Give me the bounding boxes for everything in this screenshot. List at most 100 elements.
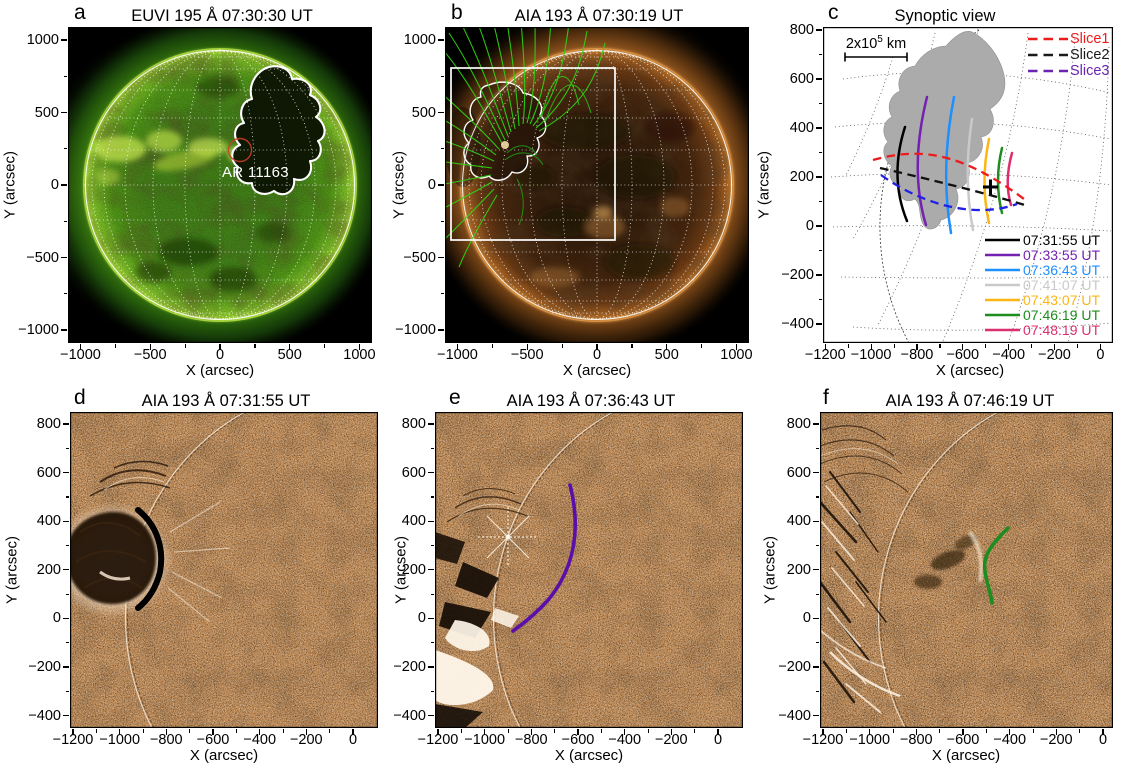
tick-label: −200	[1039, 732, 1073, 748]
minor-tick-mark	[939, 344, 941, 348]
tick-label: 600	[36, 464, 61, 481]
tick-mark	[259, 729, 261, 735]
minor-tick-mark	[491, 344, 494, 348]
minor-tick-mark	[63, 148, 67, 150]
minor-tick-mark	[554, 729, 556, 733]
tick-mark	[915, 729, 917, 735]
tick-label: 1000	[403, 32, 436, 48]
tick-label: −1000	[99, 732, 141, 748]
tick-mark	[962, 344, 964, 350]
tick-mark	[526, 344, 528, 350]
tick-mark	[816, 323, 822, 325]
minor-tick-mark	[440, 148, 444, 150]
tick-label: 0	[713, 732, 723, 748]
minor-tick-mark	[329, 729, 331, 733]
tick-label: −1200	[52, 732, 94, 748]
minor-tick-mark	[847, 344, 849, 348]
y-axis-label: Y (arcsec)	[3, 535, 21, 605]
tick-label: −200	[393, 659, 426, 675]
tick-label: −400	[781, 316, 814, 332]
tick-label: −1200	[417, 732, 459, 748]
coronal-hole-contour-a	[231, 65, 326, 196]
tick-label: 0	[50, 177, 59, 193]
minor-tick-mark	[430, 496, 434, 498]
flaring-region-dot	[501, 141, 509, 149]
tick-label: −600	[946, 347, 980, 363]
solar-disk-a	[68, 27, 372, 343]
tick-mark	[596, 344, 598, 350]
minor-tick-mark	[65, 642, 69, 644]
time-legend-lines	[985, 238, 1020, 332]
tick-mark	[428, 715, 434, 717]
tick-label: −500	[26, 249, 59, 266]
tick-mark	[816, 78, 822, 80]
cross-marker	[983, 179, 998, 195]
tick-label: 1000	[343, 347, 376, 363]
ar-marker-circle	[227, 137, 253, 163]
tick-label: 400	[786, 513, 811, 530]
minor-tick-mark	[1079, 729, 1081, 733]
minor-tick-mark	[701, 344, 703, 348]
panel-title: Synoptic view	[894, 7, 996, 25]
tick-mark	[61, 184, 67, 186]
tick-mark	[63, 666, 69, 668]
dimming-region	[883, 31, 1006, 230]
tick-label: 600	[401, 464, 426, 481]
tick-mark	[530, 729, 532, 735]
panel-letter: b	[451, 1, 463, 24]
tick-mark	[816, 176, 822, 178]
tick-mark	[816, 225, 822, 227]
tick-mark	[1008, 344, 1010, 350]
tick-mark	[63, 617, 69, 619]
tick-mark	[428, 666, 434, 668]
limb-line	[492, 412, 616, 728]
panel-letter: d	[74, 386, 86, 409]
tick-mark	[61, 256, 67, 259]
tick-label: 0	[417, 610, 426, 627]
minor-tick-mark	[430, 642, 434, 644]
tick-mark	[816, 29, 822, 31]
tick-mark	[438, 111, 444, 114]
minor-tick-mark	[114, 344, 117, 348]
legend-time-1: 07:31:55 UT	[1023, 232, 1101, 248]
tick-label: −1000	[849, 732, 891, 748]
tick-mark	[577, 729, 579, 735]
minor-tick-mark	[430, 545, 434, 547]
minor-tick-mark	[235, 729, 238, 733]
tick-label: 500	[277, 347, 302, 363]
minor-tick-mark	[815, 447, 819, 449]
tick-mark	[822, 729, 824, 735]
eruption-features	[70, 460, 231, 623]
tick-label: −400	[778, 707, 811, 724]
minor-tick-mark	[65, 690, 69, 692]
plot-frame	[823, 27, 1113, 343]
tick-mark	[1009, 729, 1011, 735]
y-axis-label: Y (arcsec)	[1, 150, 19, 220]
tick-label: 0	[1098, 732, 1108, 748]
tick-mark	[624, 729, 626, 735]
legend-slice3: Slice3	[1070, 63, 1110, 79]
minor-tick-mark	[460, 729, 463, 733]
tick-mark	[437, 729, 439, 735]
tick-mark	[813, 520, 819, 522]
minor-tick-mark	[65, 447, 69, 449]
tick-mark	[305, 729, 307, 735]
tick-label: 0	[805, 218, 814, 234]
minor-tick-mark	[184, 344, 186, 348]
tick-label: −800	[899, 732, 933, 748]
tick-mark	[289, 344, 291, 350]
tick-label: −1200	[804, 347, 846, 363]
minor-tick-mark	[985, 344, 987, 348]
tick-label: −600	[196, 732, 230, 748]
tick-label: 400	[36, 513, 61, 530]
heliographic-grid-b	[461, 49, 733, 321]
legend-slice1: Slice1	[1070, 31, 1110, 47]
minor-tick-mark	[142, 729, 144, 733]
plot-frame	[435, 412, 743, 728]
tick-mark	[824, 344, 826, 350]
minor-tick-mark	[818, 103, 822, 105]
tick-label: 800	[789, 22, 814, 38]
wavefront-curve-purple	[511, 483, 578, 633]
limb-line	[877, 412, 1001, 728]
